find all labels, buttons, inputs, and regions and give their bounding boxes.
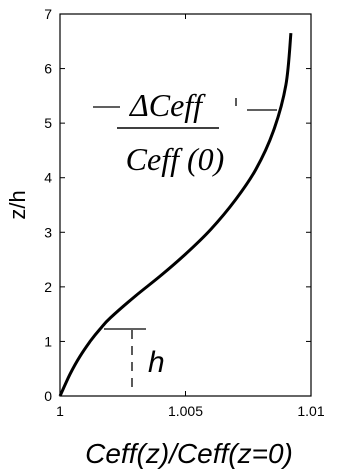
x-tick-label: 1: [56, 403, 64, 419]
y-tick-label: 3: [44, 224, 52, 240]
y-tick-label: 7: [44, 6, 52, 22]
h-label: h: [148, 346, 165, 379]
plot-frame: [59, 13, 312, 397]
data-curve: [58, 32, 293, 397]
y-tick-label: 2: [44, 279, 52, 295]
y-axis-ticks: 0 1 2 3 4 5 6 7: [44, 6, 311, 404]
y-tick-label: 4: [44, 170, 52, 186]
x-axis-ticks: 1 1.005 1.01: [56, 14, 325, 419]
delta-annotation: ΔCeff Ceff (0): [93, 87, 277, 177]
x-tick-label: 1.01: [297, 403, 324, 419]
y-tick-label: 1: [44, 333, 52, 349]
x-axis-label: Ceff(z)/Ceff(z=0): [85, 438, 293, 469]
y-tick-label: 0: [44, 388, 52, 404]
y-tick-label: 6: [44, 61, 52, 77]
y-tick-label: 5: [44, 115, 52, 131]
delta-numerator: ΔCeff: [128, 87, 206, 123]
x-tick-label: 1.005: [168, 403, 203, 419]
delta-denominator: Ceff (0): [126, 141, 225, 177]
h-annotation: h: [104, 328, 165, 392]
y-axis-label: z/h: [5, 190, 30, 219]
